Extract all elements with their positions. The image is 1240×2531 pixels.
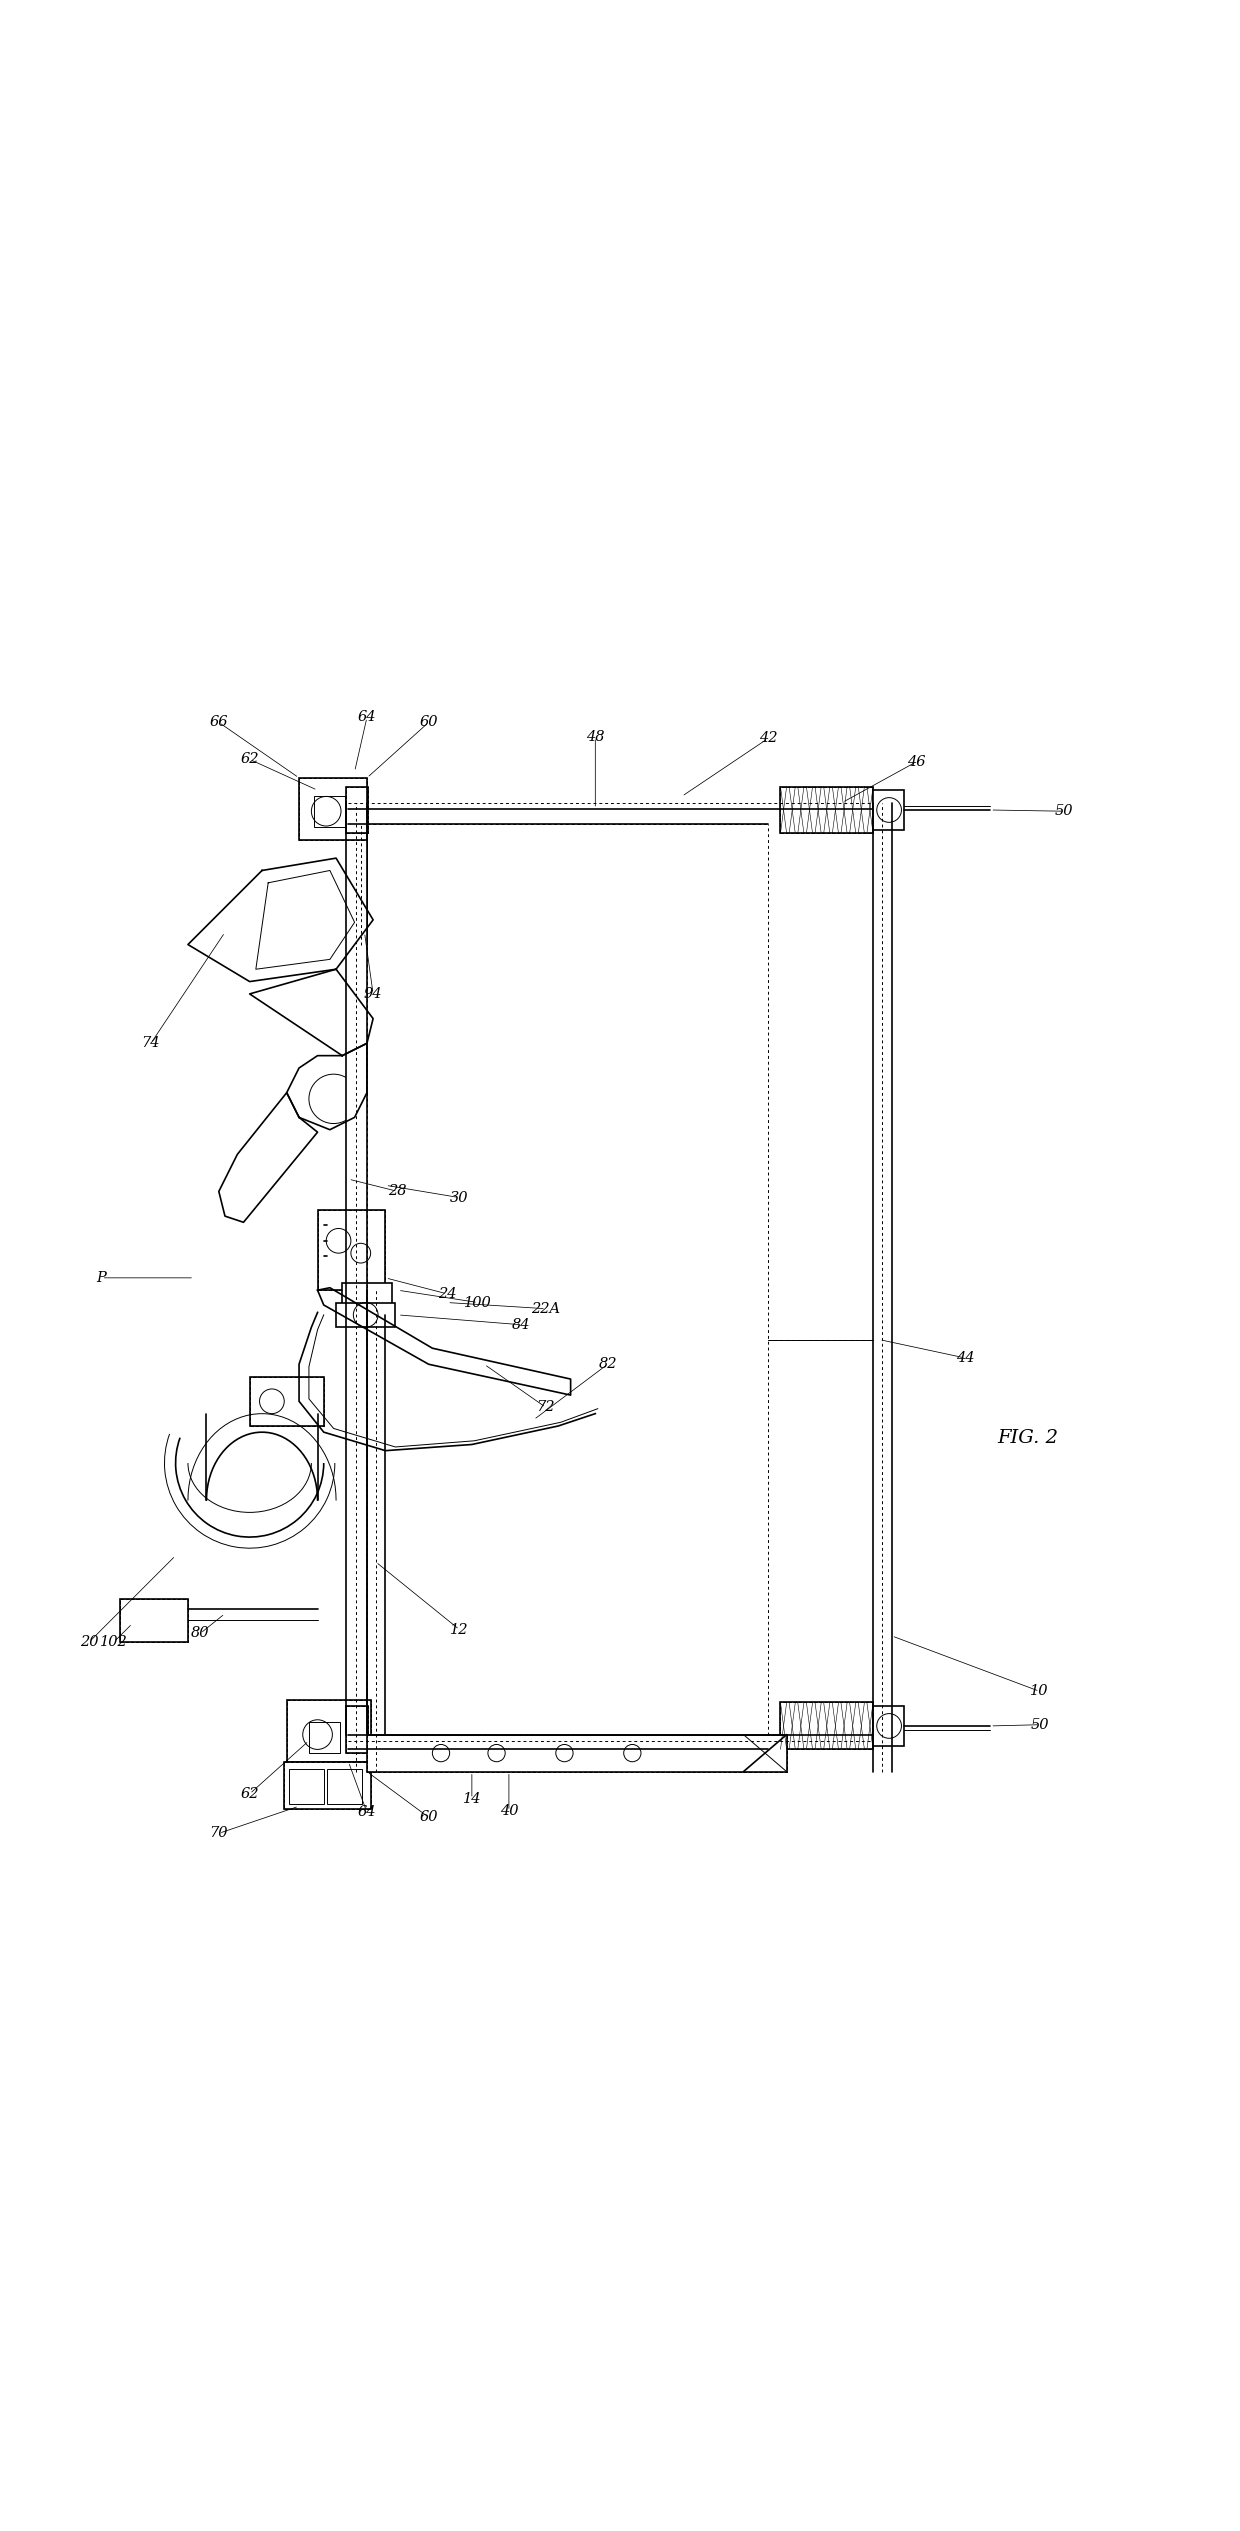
Text: 62: 62	[241, 752, 259, 767]
Text: 100: 100	[464, 1296, 492, 1309]
Text: 50: 50	[1055, 805, 1074, 818]
Text: 60: 60	[419, 716, 438, 729]
Bar	[367, 1734, 786, 1772]
Bar	[346, 1706, 368, 1754]
Text: 24: 24	[438, 1286, 456, 1301]
Text: 20: 20	[79, 1635, 98, 1650]
Bar	[342, 1283, 392, 1306]
Bar	[314, 797, 345, 828]
Bar	[780, 787, 873, 833]
Text: 70: 70	[210, 1827, 228, 1840]
Bar	[780, 1703, 873, 1749]
Bar	[309, 1721, 340, 1754]
Bar	[873, 1706, 904, 1746]
Text: 50: 50	[1030, 1719, 1049, 1731]
Bar	[317, 1210, 386, 1291]
Bar	[780, 1703, 873, 1749]
Bar	[367, 1734, 786, 1772]
Text: 64: 64	[357, 1805, 376, 1820]
Text: 74: 74	[141, 1035, 160, 1050]
Bar	[249, 1377, 324, 1425]
Bar	[873, 790, 904, 830]
Bar	[327, 1769, 362, 1805]
Bar	[336, 1303, 396, 1326]
Text: FIG. 2: FIG. 2	[997, 1430, 1058, 1448]
Bar	[317, 1210, 386, 1291]
Text: 94: 94	[363, 987, 382, 1000]
Bar	[299, 777, 367, 840]
Text: 28: 28	[388, 1185, 407, 1200]
Bar	[289, 1769, 324, 1805]
Text: 12: 12	[450, 1622, 469, 1638]
Text: 48: 48	[587, 729, 605, 744]
Text: 44: 44	[956, 1352, 975, 1364]
Text: 46: 46	[906, 754, 925, 769]
Text: 14: 14	[463, 1792, 481, 1805]
Text: 22A: 22A	[532, 1301, 560, 1316]
Bar	[346, 1706, 368, 1754]
Text: 42: 42	[759, 731, 777, 747]
Bar	[286, 1701, 371, 1762]
Bar	[346, 787, 368, 833]
Bar	[299, 777, 367, 840]
Text: 60: 60	[419, 1810, 438, 1825]
Text: 10: 10	[1030, 1686, 1049, 1698]
Bar	[780, 787, 873, 833]
Bar	[120, 1600, 188, 1643]
Bar	[286, 1701, 371, 1762]
Bar	[346, 787, 368, 833]
Text: P: P	[97, 1271, 107, 1286]
Text: 66: 66	[210, 716, 228, 729]
Text: 102: 102	[100, 1635, 128, 1650]
Text: 72: 72	[537, 1400, 556, 1415]
Text: 84: 84	[512, 1319, 531, 1331]
Text: 82: 82	[599, 1357, 618, 1372]
Text: 80: 80	[191, 1627, 210, 1640]
Text: 30: 30	[450, 1190, 469, 1205]
Bar	[120, 1600, 188, 1643]
Bar	[284, 1762, 371, 1810]
Text: 64: 64	[357, 711, 376, 724]
Text: 62: 62	[241, 1787, 259, 1802]
Bar	[284, 1762, 371, 1810]
Bar	[249, 1377, 324, 1425]
Text: 40: 40	[500, 1805, 518, 1817]
